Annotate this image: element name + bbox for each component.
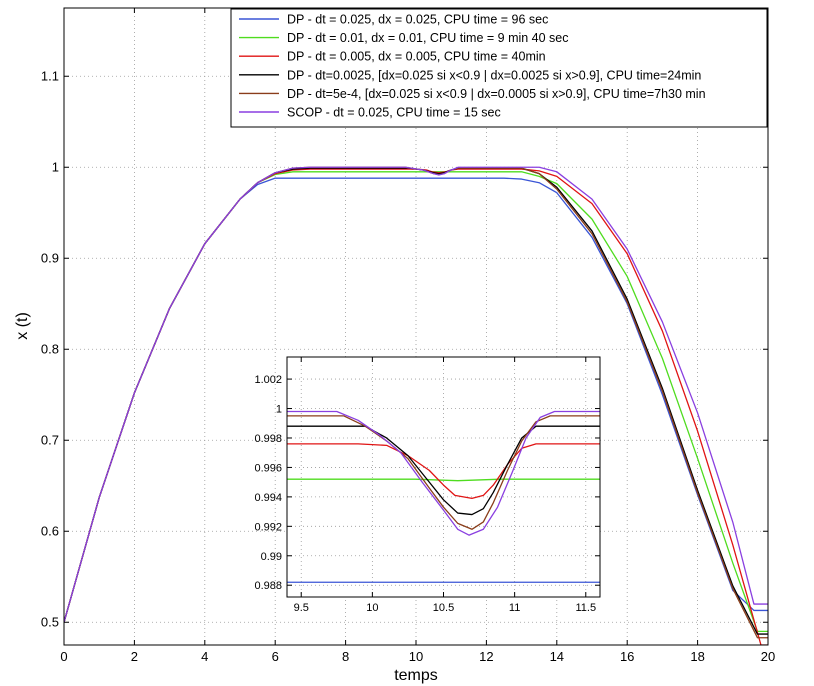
main-x-tick-label: 0 bbox=[60, 649, 67, 664]
inset-series-line-3 bbox=[287, 443, 600, 500]
main-x-tick-label: 18 bbox=[690, 649, 704, 664]
main-x-tick-label: 6 bbox=[272, 649, 279, 664]
inset-x-tick-label: 11.5 bbox=[575, 602, 596, 614]
inset-x-tick-label: 10.5 bbox=[433, 602, 454, 614]
main-x-tick-label: 10 bbox=[409, 649, 423, 664]
inset-y-tick-label: 0.992 bbox=[254, 521, 282, 533]
inset-series-lines bbox=[287, 410, 600, 583]
main-x-tick-label: 16 bbox=[620, 649, 634, 664]
main-y-tick-label: 1 bbox=[52, 159, 59, 174]
main-x-tick-label: 8 bbox=[342, 649, 349, 664]
legend-entry-1: DP - dt = 0.025, dx = 0.025, CPU time = … bbox=[287, 13, 548, 27]
legend-entry-3: DP - dt = 0.005, dx = 0.005, CPU time = … bbox=[287, 50, 546, 64]
x-axis-label: temps bbox=[394, 667, 438, 684]
legend-entry-4: DP - dt=0.0025, [dx=0.025 si x<0.9 | dx=… bbox=[287, 68, 701, 82]
main-x-tick-label: 2 bbox=[131, 649, 138, 664]
main-y-tick-label: 1.1 bbox=[41, 68, 59, 83]
inset-series-line-4 bbox=[287, 425, 600, 516]
inset-grid bbox=[287, 357, 600, 597]
main-series-line-6 bbox=[64, 166, 768, 623]
inset-y-tick-label: 0.994 bbox=[254, 492, 282, 504]
inset-series-line-2 bbox=[287, 478, 600, 482]
legend-entry-5: DP - dt=5e-4, [dx=0.025 si x<0.9 | dx=0.… bbox=[287, 87, 706, 101]
inset-y-tick-label: 1 bbox=[276, 404, 282, 416]
inset-axes: 9.5 10 10.5 11 11.5 0.988 0.99 0.992 0.994 0.996 0… bbox=[254, 356, 601, 614]
main-x-tick-label: 20 bbox=[761, 649, 775, 664]
legend: DP - dt = 0.025, dx = 0.025, CPU time = … bbox=[230, 8, 768, 128]
main-y-tick-label: 0.8 bbox=[41, 341, 59, 356]
inset-y-tick-label: 0.996 bbox=[254, 462, 282, 474]
inset-ticks: 9.5 10 10.5 11 11.5 0.988 0.99 0.992 0.994 0.996 0… bbox=[254, 357, 600, 614]
inset-y-tick-label: 1.002 bbox=[254, 374, 282, 386]
legend-items: DP - dt = 0.025, dx = 0.025, CPU time = … bbox=[239, 13, 706, 120]
inset-series-line-6 bbox=[287, 410, 600, 536]
inset-x-tick-label: 11 bbox=[509, 602, 520, 614]
main-series-lines bbox=[64, 166, 768, 645]
legend-box bbox=[230, 8, 768, 128]
main-y-tick-label: 0.9 bbox=[41, 250, 59, 265]
main-y-tick-label: 0.6 bbox=[41, 523, 59, 538]
legend-entry-6: SCOP - dt = 0.025, CPU time = 15 sec bbox=[287, 106, 501, 120]
main-ticks: 0 2 4 6 8 10 12 14 16 18 20 0.5 0.6 0.7 0.8 0.9 1 1.1 bbox=[41, 8, 775, 664]
inset-y-tick-label: 0.998 bbox=[254, 433, 282, 445]
legend-entry-2: DP - dt = 0.01, dx = 0.01, CPU time = 9 … bbox=[287, 31, 569, 45]
main-y-tick-label: 0.5 bbox=[41, 614, 59, 629]
inset-series-line-5 bbox=[287, 415, 600, 530]
inset-y-tick-label: 0.988 bbox=[254, 580, 282, 592]
inset-x-tick-label: 9.5 bbox=[294, 602, 309, 614]
main-x-tick-label: 12 bbox=[479, 649, 493, 664]
inset-x-tick-label: 10 bbox=[366, 602, 378, 614]
main-x-tick-label: 4 bbox=[201, 649, 208, 664]
y-axis-label: x (t) bbox=[14, 312, 31, 340]
main-x-tick-label: 14 bbox=[550, 649, 564, 664]
inset-y-tick-label: 0.99 bbox=[261, 551, 282, 563]
main-y-tick-label: 0.7 bbox=[41, 432, 59, 447]
